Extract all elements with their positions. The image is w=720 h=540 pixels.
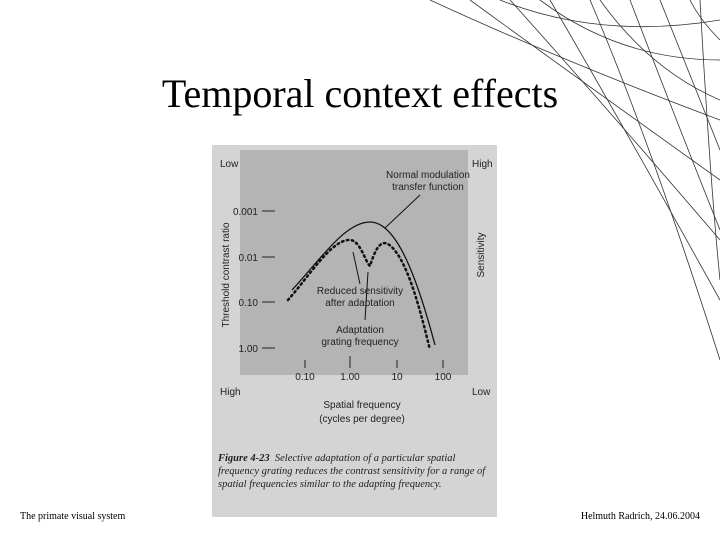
adapted-curve (286, 238, 432, 352)
x-axis-label: Spatial frequency (323, 400, 400, 411)
annotation: transfer function (392, 182, 464, 193)
y-tick-label: 1.00 (239, 344, 259, 355)
annotation: Adaptation (336, 325, 384, 336)
plot-background (240, 150, 468, 375)
footer-left: The primate visual system (20, 511, 126, 522)
y-tick-label: 0.01 (239, 253, 259, 264)
y-axis-label: Threshold contrast ratio (221, 222, 232, 327)
annotation: after adaptation (325, 298, 395, 309)
x-tick-label: 0.10 (295, 372, 315, 383)
y-ticks (262, 210, 275, 349)
y-tick-label: 0.001 (233, 207, 258, 218)
figure-caption: Figure 4-23 Selective adaptation of a pa… (218, 452, 496, 491)
x-tick-label: 1.00 (340, 372, 360, 383)
corner-label: Low (472, 387, 491, 398)
x-ticks (304, 356, 444, 368)
x-tick-label: 100 (435, 372, 452, 383)
caption-text: Selective adaptation of a particular spa… (218, 453, 486, 490)
y-tick-label: 0.10 (239, 298, 259, 309)
x-axis-label: (cycles per degree) (319, 414, 405, 425)
corner-label: Low (220, 159, 239, 170)
annotation: Reduced sensitivity (317, 286, 403, 297)
x-tick-label: 10 (391, 372, 403, 383)
annotation: grating frequency (321, 337, 398, 348)
corner-label: High (472, 159, 493, 170)
caption-label: Figure 4-23 (218, 453, 270, 464)
annotation-arrow (384, 194, 421, 229)
normal-curve (291, 221, 436, 346)
annotation-arrow (364, 271, 369, 321)
annotation: Normal modulation (386, 170, 470, 181)
slide-title: Temporal context effects (161, 71, 559, 116)
footer-right: Helmuth Radrich, 24.06.2004 (580, 511, 700, 522)
corner-label: High (220, 387, 241, 398)
annotation-arrow (352, 251, 361, 285)
y2-axis-label: Sensitivity (476, 232, 487, 277)
